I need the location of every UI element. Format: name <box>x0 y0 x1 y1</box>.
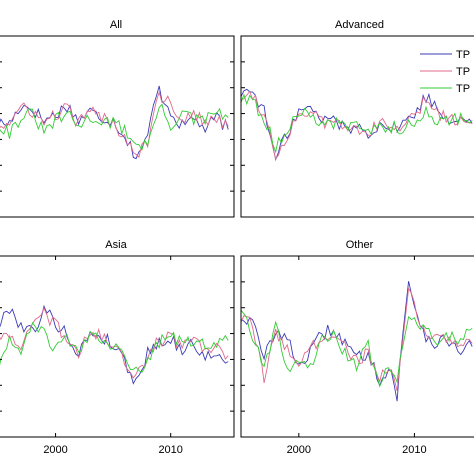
x-tick-label: 2010 <box>402 444 426 456</box>
legend: TP TP TP <box>420 49 470 95</box>
legend-label: TP <box>456 49 470 61</box>
panel-4: 2000 2010 Other <box>240 239 474 456</box>
series-line-1 <box>241 281 473 402</box>
series-group <box>0 85 229 160</box>
series-line-2 <box>0 90 229 158</box>
panel-title: Asia <box>105 239 127 251</box>
panel-2: Advanced TP TP TP <box>240 19 474 218</box>
panel-3: 2000 2010 Asia <box>0 239 235 456</box>
axes-frame <box>240 35 474 218</box>
axes-frame <box>240 255 474 438</box>
x-tick-label: 2000 <box>287 444 311 456</box>
panel-title: Other <box>346 239 374 251</box>
panel-title: Advanced <box>335 19 384 31</box>
series-group <box>241 88 473 162</box>
series-line-3 <box>241 309 473 388</box>
legend-label: TP <box>456 83 470 95</box>
panel-1: All <box>0 19 235 218</box>
series-group <box>0 304 229 385</box>
x-tick-label: 2010 <box>158 444 182 456</box>
series-line-3 <box>241 93 473 154</box>
series-line-1 <box>241 88 473 162</box>
series-line-2 <box>241 286 473 392</box>
series-line-2 <box>0 307 229 379</box>
x-tick-label: 2000 <box>43 444 67 456</box>
series-line-2 <box>241 90 473 160</box>
axes-frame <box>0 35 235 218</box>
series-line-3 <box>0 321 229 374</box>
panel-title: All <box>110 19 122 31</box>
series-line-3 <box>0 103 229 152</box>
series-group <box>241 281 473 402</box>
axes-frame <box>0 255 235 438</box>
legend-label: TP <box>456 66 470 78</box>
